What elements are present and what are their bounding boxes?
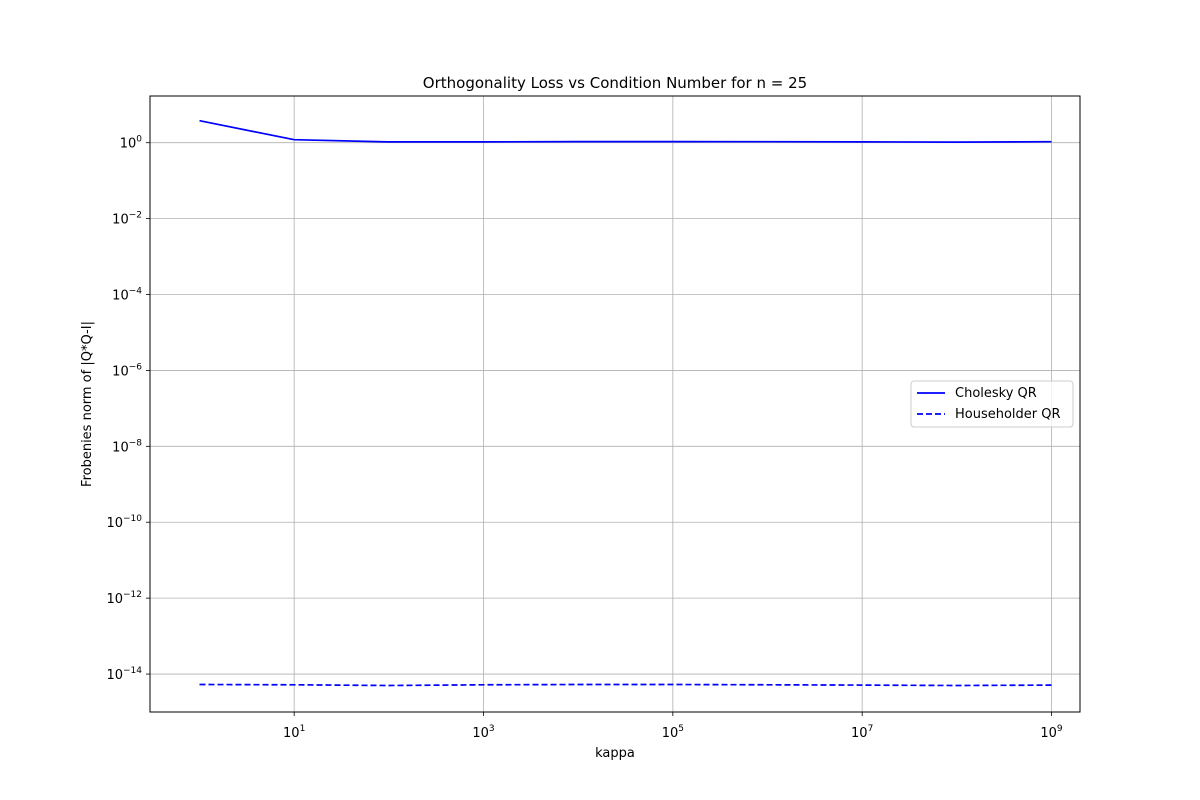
- legend-label-cholesky-qr: Cholesky QR: [955, 386, 1037, 401]
- y-tick-label: 10−10: [106, 514, 142, 531]
- y-tick-label: 10−12: [106, 590, 142, 607]
- y-tick-label-base: 10: [106, 516, 123, 531]
- x-tick-label-base: 10: [851, 726, 868, 741]
- y-tick-label: 10−6: [112, 362, 142, 379]
- x-tick-label-base: 10: [1040, 726, 1057, 741]
- y-tick-label-exponent: 0: [136, 135, 142, 145]
- grid: [150, 96, 1080, 712]
- series-line-householder-qr: [199, 683, 1052, 687]
- x-tick-label-exponent: 3: [489, 724, 495, 734]
- y-tick-label: 10−2: [112, 211, 142, 228]
- x-tick-label-base: 10: [283, 726, 300, 741]
- y-tick-label: 10−14: [106, 666, 142, 683]
- x-tick-label-exponent: 5: [678, 724, 684, 734]
- x-tick-label-base: 10: [472, 726, 489, 741]
- y-tick-label-exponent: −6: [129, 362, 143, 372]
- y-tick-label-base: 10: [120, 137, 137, 152]
- plot-frame: [149, 95, 1081, 713]
- y-tick-label-base: 10: [106, 592, 123, 607]
- y-tick-label-base: 10: [112, 289, 129, 304]
- y-tick-label-exponent: −14: [123, 666, 142, 676]
- y-tick-label: 10−4: [112, 287, 142, 304]
- y-tick-label-exponent: −2: [129, 211, 142, 221]
- series-line-cholesky-qr: [199, 119, 1052, 143]
- x-axis-label: kappa: [595, 746, 635, 761]
- x-tick-label: 103: [472, 724, 494, 741]
- x-tick-label: 109: [1040, 724, 1063, 741]
- y-tick-label-exponent: −8: [129, 438, 143, 448]
- y-tick-label: 10−8: [112, 438, 142, 455]
- x-tick-label: 107: [851, 724, 873, 741]
- x-tick-label-exponent: 1: [300, 724, 306, 734]
- y-tick-label-base: 10: [106, 668, 123, 683]
- x-tick-label-exponent: 7: [868, 724, 874, 734]
- legend: Cholesky QR Householder QR: [910, 380, 1074, 428]
- x-tick-label: 105: [662, 724, 684, 741]
- x-tick-label: 101: [283, 724, 305, 741]
- y-tick-label-base: 10: [112, 364, 129, 379]
- y-tick-label-exponent: −10: [123, 514, 142, 524]
- y-tick-label-base: 10: [112, 440, 129, 455]
- legend-label-householder-qr: Householder QR: [955, 407, 1061, 422]
- chart-title: Orthogonality Loss vs Condition Number f…: [423, 74, 807, 92]
- x-tick-label-base: 10: [662, 726, 679, 741]
- x-tick-label-exponent: 9: [1057, 724, 1063, 734]
- x-axis-ticks: 101 103 105 107 109: [283, 712, 1063, 741]
- y-tick-label-exponent: −12: [123, 590, 142, 600]
- y-tick-label-exponent: −4: [129, 287, 143, 297]
- series-layer: [199, 119, 1052, 687]
- y-tick-label-base: 10: [112, 213, 129, 228]
- legend-box: [910, 380, 1074, 428]
- y-tick-label: 100: [120, 135, 143, 152]
- y-axis-label: Frobenies norm of |Q*Q-I|: [80, 321, 95, 487]
